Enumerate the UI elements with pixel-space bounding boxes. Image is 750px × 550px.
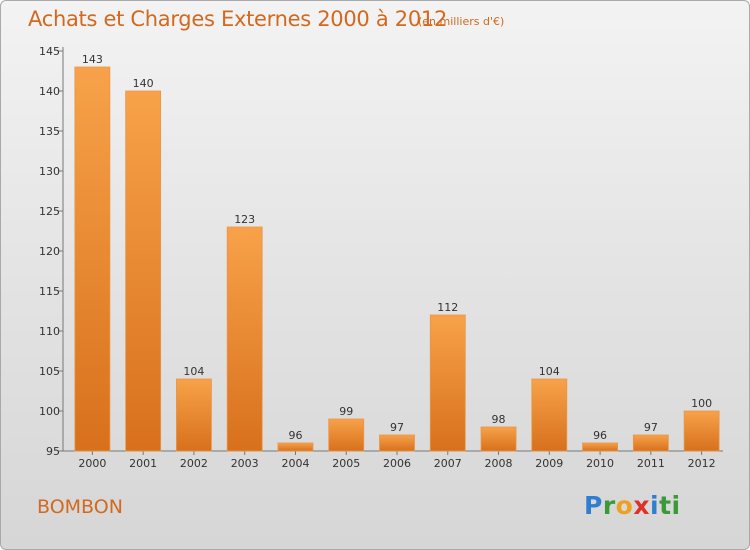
- bar-value-label: 112: [437, 301, 458, 314]
- bar: [480, 426, 517, 452]
- y-tick-label: 100: [39, 405, 60, 418]
- chart-title: Achats et Charges Externes 2000 à 2012: [28, 7, 448, 31]
- y-tick-label: 130: [39, 165, 60, 178]
- bar-value-label: 96: [288, 429, 302, 442]
- bar: [125, 90, 162, 452]
- y-tick-label: 110: [39, 325, 60, 338]
- x-tick-label: 2005: [332, 457, 360, 470]
- x-tick-label: 2011: [637, 457, 665, 470]
- x-tick-label: 2007: [434, 457, 462, 470]
- bar-value-label: 96: [593, 429, 607, 442]
- bar-value-label: 98: [492, 413, 506, 426]
- bar-value-label: 123: [234, 213, 255, 226]
- y-tick-label: 105: [39, 365, 60, 378]
- y-tick-label: 135: [39, 125, 60, 138]
- bar-value-label: 104: [183, 365, 204, 378]
- logo-letter: x: [633, 491, 650, 520]
- x-tick-label: 2010: [586, 457, 614, 470]
- x-tick-label: 2004: [281, 457, 309, 470]
- y-tick-label: 140: [39, 85, 60, 98]
- bar-value-label: 97: [644, 421, 658, 434]
- bar: [582, 442, 618, 452]
- bar: [379, 434, 415, 452]
- x-tick-label: 2006: [383, 457, 411, 470]
- bar-value-label: 97: [390, 421, 404, 434]
- bar: [429, 314, 466, 452]
- bar: [176, 378, 212, 452]
- x-tick-label: 2012: [688, 457, 716, 470]
- bar: [277, 442, 314, 452]
- x-tick-label: 2001: [129, 457, 157, 470]
- bar: [683, 410, 720, 452]
- bar-value-label: 100: [691, 397, 712, 410]
- x-tick-label: 2000: [78, 457, 106, 470]
- bar: [226, 226, 263, 452]
- commune-name: BOMBON: [37, 496, 123, 518]
- y-tick-label: 125: [39, 205, 60, 218]
- logo-letter: ti: [659, 491, 681, 520]
- bar-value-label: 143: [82, 53, 103, 66]
- x-tick-label: 2009: [535, 457, 563, 470]
- chart-axes: 95 100 105 110 115 120 125 130 135 140 145 2000 2001…: [39, 45, 723, 470]
- logo-letter: i: [650, 491, 660, 520]
- logo-letter: o: [615, 491, 634, 520]
- proxiti-logo[interactable]: Proxiti: [584, 491, 681, 520]
- chart-subtitle: (en milliers d'€): [418, 15, 505, 28]
- bar: [328, 418, 365, 452]
- bar: [531, 378, 568, 452]
- x-tick-label: 2008: [485, 457, 513, 470]
- bar: [74, 66, 111, 452]
- logo-letter: P: [584, 491, 603, 520]
- x-tick-label: 2002: [180, 457, 208, 470]
- bar-value-label: 99: [339, 405, 353, 418]
- chart-bars: 143 140 104 123 96 99 97 112 98 104 96 97 100: [74, 53, 720, 452]
- bar-value-label: 140: [133, 77, 154, 90]
- y-tick-label: 115: [39, 285, 60, 298]
- logo-letter: r: [602, 491, 616, 520]
- x-tick-label: 2003: [231, 457, 259, 470]
- bar: [632, 434, 669, 452]
- y-tick-label: 120: [39, 245, 60, 258]
- y-tick-label: 145: [39, 45, 60, 58]
- y-tick-label: 95: [46, 445, 60, 458]
- bar-value-label: 104: [539, 365, 560, 378]
